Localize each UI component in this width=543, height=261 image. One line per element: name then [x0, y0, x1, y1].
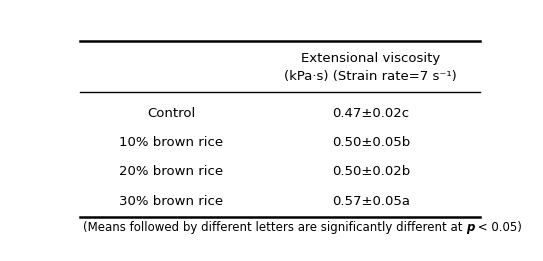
Text: < 0.05): < 0.05): [474, 221, 522, 234]
Text: 30% brown rice: 30% brown rice: [119, 195, 223, 208]
Text: (Means followed by different letters are significantly different at: (Means followed by different letters are…: [83, 221, 466, 234]
Text: 10% brown rice: 10% brown rice: [119, 136, 223, 149]
Text: Control: Control: [147, 107, 195, 120]
Text: 0.47±0.02c: 0.47±0.02c: [332, 107, 409, 120]
Text: 20% brown rice: 20% brown rice: [119, 165, 223, 179]
Text: 0.50±0.02b: 0.50±0.02b: [332, 165, 410, 179]
Text: p: p: [466, 221, 474, 234]
Text: 0.57±0.05a: 0.57±0.05a: [332, 195, 410, 208]
Text: Extensional viscosity: Extensional viscosity: [301, 52, 440, 65]
Text: (kPa·s) (Strain rate=7 s⁻¹): (kPa·s) (Strain rate=7 s⁻¹): [285, 70, 457, 83]
Text: 0.50±0.05b: 0.50±0.05b: [332, 136, 410, 149]
